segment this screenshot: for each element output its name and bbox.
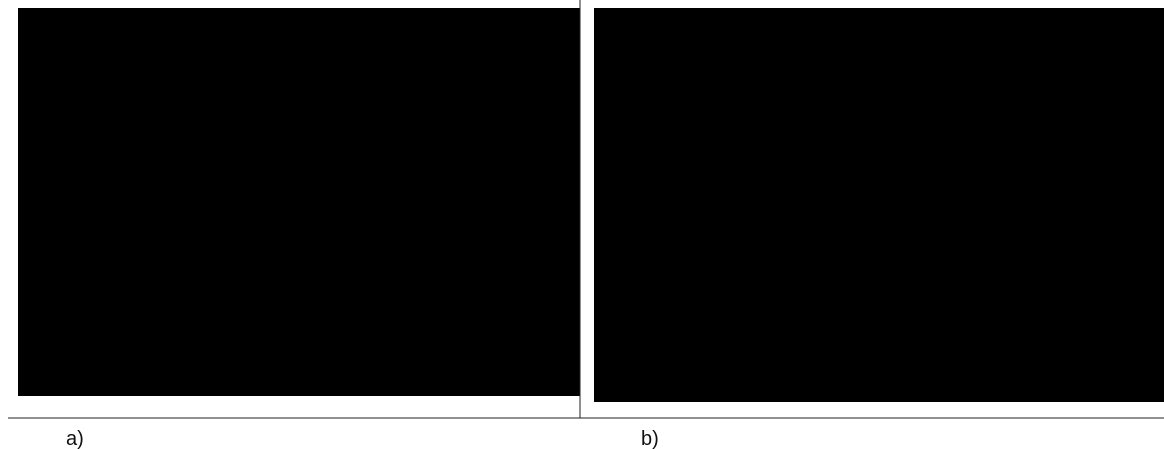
figure: #pa .base{fill:#4f7a3a} #pa .veg{fill:#3…: [0, 0, 1164, 449]
photo-b: #pb .base{fill:#a8826e} #pb .veg{fill:#5…: [594, 8, 1164, 402]
panel-label: b): [641, 428, 659, 449]
photo-a: #pa .base{fill:#4f7a3a} #pa .veg{fill:#3…: [18, 8, 580, 396]
panel-label: a): [66, 428, 84, 449]
